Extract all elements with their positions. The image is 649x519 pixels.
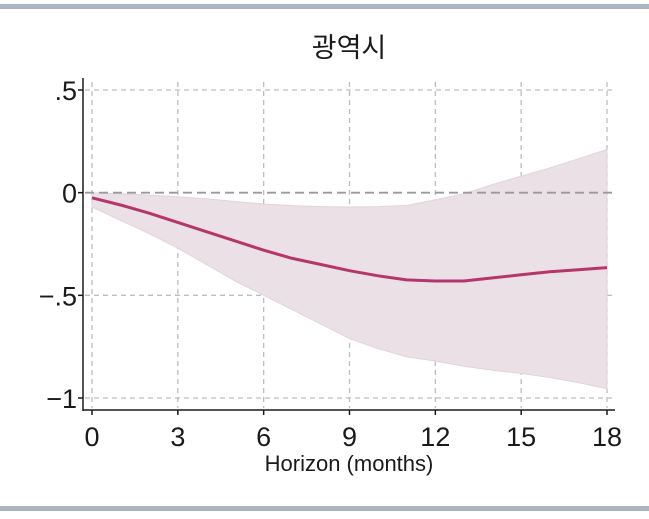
x-tick-label: 12: [420, 422, 450, 452]
y-tick-label: −1: [46, 384, 77, 414]
x-tick-label: 9: [342, 422, 357, 452]
confidence-band: [91, 148, 608, 390]
top-frame-bar: [0, 4, 649, 9]
x-tick-label: 0: [84, 422, 99, 452]
y-axis-ticks: .5 0 −.5 −1: [39, 76, 83, 414]
bottom-frame-bar: [0, 506, 649, 511]
impulse-response-line: [91, 196, 608, 283]
x-axis-ticks: 0 3 6 9 12 15 18: [84, 410, 622, 452]
x-tick-label: 6: [256, 422, 271, 452]
x-axis-title: Horizon (months): [265, 451, 434, 476]
x-tick-label: 15: [506, 422, 536, 452]
y-tick-label: −.5: [39, 281, 77, 311]
y-tick-label: .5: [54, 76, 77, 106]
chart-title: 광역시: [312, 33, 387, 64]
x-tick-label: 3: [170, 422, 185, 452]
x-tick-label: 18: [592, 422, 622, 452]
y-tick-label: 0: [62, 179, 77, 209]
